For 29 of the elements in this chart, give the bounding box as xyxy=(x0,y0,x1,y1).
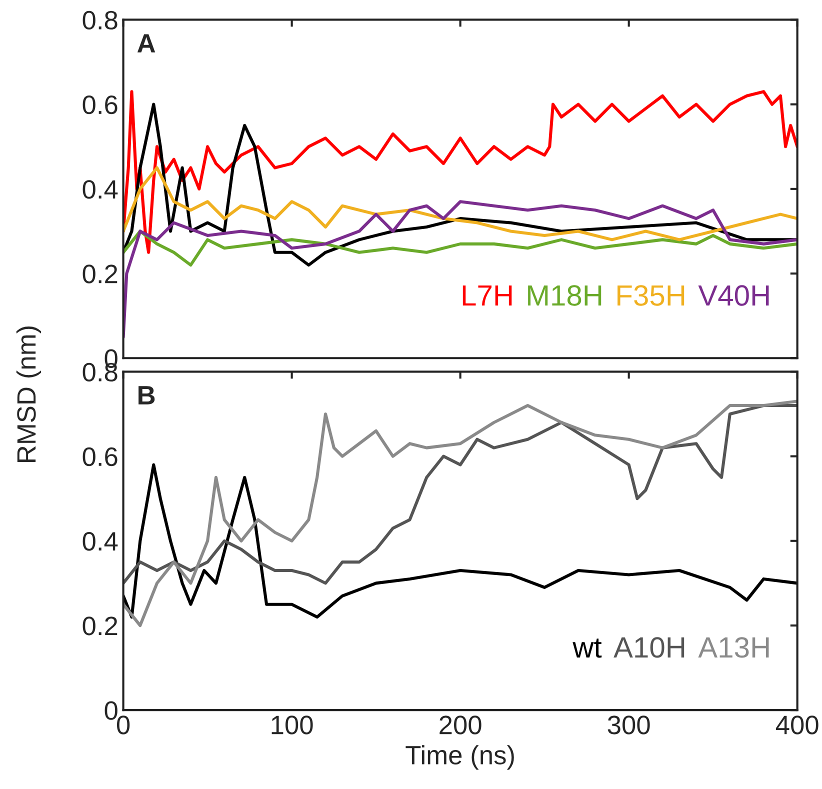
series-label: M18H xyxy=(528,285,602,306)
x-tick-label: 300 xyxy=(608,716,650,734)
y-tick-label: 0.4 xyxy=(82,532,118,551)
x-axis-title: Time (ns) xyxy=(406,745,514,770)
y-tick-label: 0.2 xyxy=(82,616,118,636)
annotation: A xyxy=(137,34,156,52)
y-tick-label: 0.2 xyxy=(82,264,118,284)
y-axis-title: RMSD (nm) xyxy=(16,326,42,462)
x-tick-label: 200 xyxy=(440,716,482,734)
text: wt xyxy=(572,638,602,658)
text: L7H xyxy=(462,285,512,306)
y-tick-label: 0.8 xyxy=(82,10,118,30)
x-tick-label: 100 xyxy=(272,716,313,734)
y-tick-label: 0.4 xyxy=(82,180,118,199)
y-tick-label: 0.6 xyxy=(82,447,118,466)
text: A13H xyxy=(698,637,769,658)
text: A10H xyxy=(614,637,684,658)
series-label: F35H xyxy=(618,285,684,306)
line-series xyxy=(123,230,798,267)
line-series xyxy=(123,404,798,585)
x-tick-label: 0 xyxy=(116,716,130,734)
line-series xyxy=(123,200,798,339)
line-series xyxy=(123,166,798,242)
y-tick-label: 0 xyxy=(104,701,118,720)
line-series xyxy=(123,463,798,619)
annotation: B xyxy=(138,386,155,404)
x-tick-label: 400 xyxy=(776,716,818,734)
series-label: V40H xyxy=(698,285,769,306)
y-tick-label: 0.6 xyxy=(82,95,118,114)
